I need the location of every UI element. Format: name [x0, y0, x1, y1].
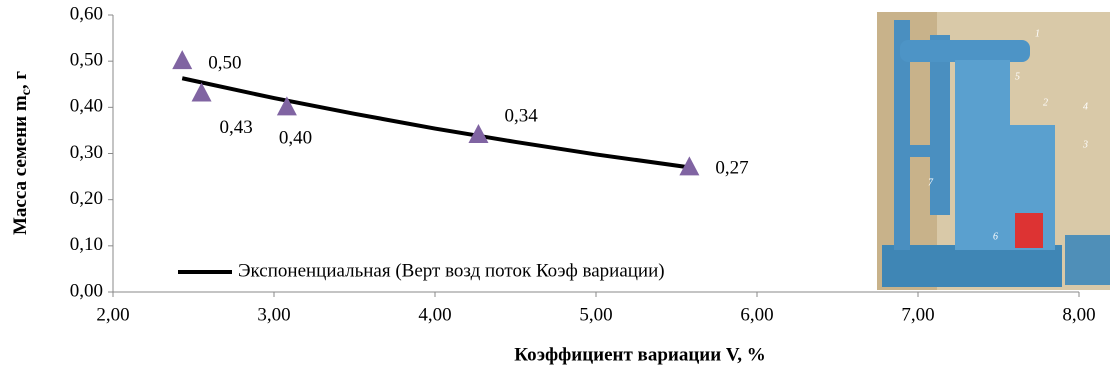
x-axis-title: Коэффициент вариации V, %: [514, 344, 765, 365]
photo-post: [894, 20, 910, 250]
photo-post: [930, 35, 950, 215]
y-tick-label: 0,60: [70, 3, 103, 24]
photo-label: 6: [993, 231, 998, 242]
y-tick-label: 0,50: [70, 50, 103, 71]
legend-label: Экспоненциальная (Верт возд поток Коэф в…: [238, 260, 665, 281]
x-tick-label: 2,00: [96, 304, 129, 325]
photo: 1 2 3 4 5 6 7: [877, 12, 1110, 290]
photo-label: 7: [928, 177, 934, 188]
marker: [468, 124, 489, 144]
photo-base: [882, 245, 1062, 287]
photo-label: 2: [1043, 97, 1048, 108]
y-tick-label: 0,10: [70, 234, 103, 255]
photo-column: [955, 60, 1010, 250]
photo-controller: [1065, 235, 1110, 285]
photo-label: 4: [1083, 101, 1088, 112]
x-tick-label: 7,00: [901, 304, 934, 325]
photo-label: 5: [1015, 71, 1020, 82]
x-tick-label: 5,00: [579, 304, 612, 325]
y-tick-label: 0,20: [70, 188, 103, 209]
marker: [276, 96, 297, 116]
photo-arm: [900, 40, 1030, 62]
x-tick-label: 3,00: [257, 304, 290, 325]
data-label: 0,50: [208, 53, 241, 74]
marker: [172, 50, 193, 70]
photo-box: [1015, 213, 1043, 248]
photo-label: 3: [1082, 139, 1088, 150]
photo-label: 1: [1035, 28, 1040, 39]
photo-shelf: [900, 145, 950, 157]
y-title-unit: , г: [10, 71, 31, 90]
y-title-main: Масса семени m: [10, 95, 31, 235]
x-tick-label: 6,00: [740, 304, 773, 325]
marker: [191, 82, 212, 102]
marker: [679, 156, 700, 176]
x-tick-label: 4,00: [418, 304, 451, 325]
y-axis-title: Масса семени mc, г: [10, 71, 34, 235]
data-label: 0,27: [715, 158, 748, 179]
y-tick-label: 0,40: [70, 96, 103, 117]
y-tick-label: 0,30: [70, 142, 103, 163]
data-label: 0,43: [220, 117, 253, 138]
x-tick-label: 8,00: [1062, 304, 1095, 325]
data-label: 0,34: [504, 105, 538, 126]
data-label: 0,40: [279, 128, 312, 149]
y-title-sub: c: [19, 89, 34, 95]
trendline: [181, 76, 690, 170]
y-tick-label: 0,00: [70, 280, 103, 301]
